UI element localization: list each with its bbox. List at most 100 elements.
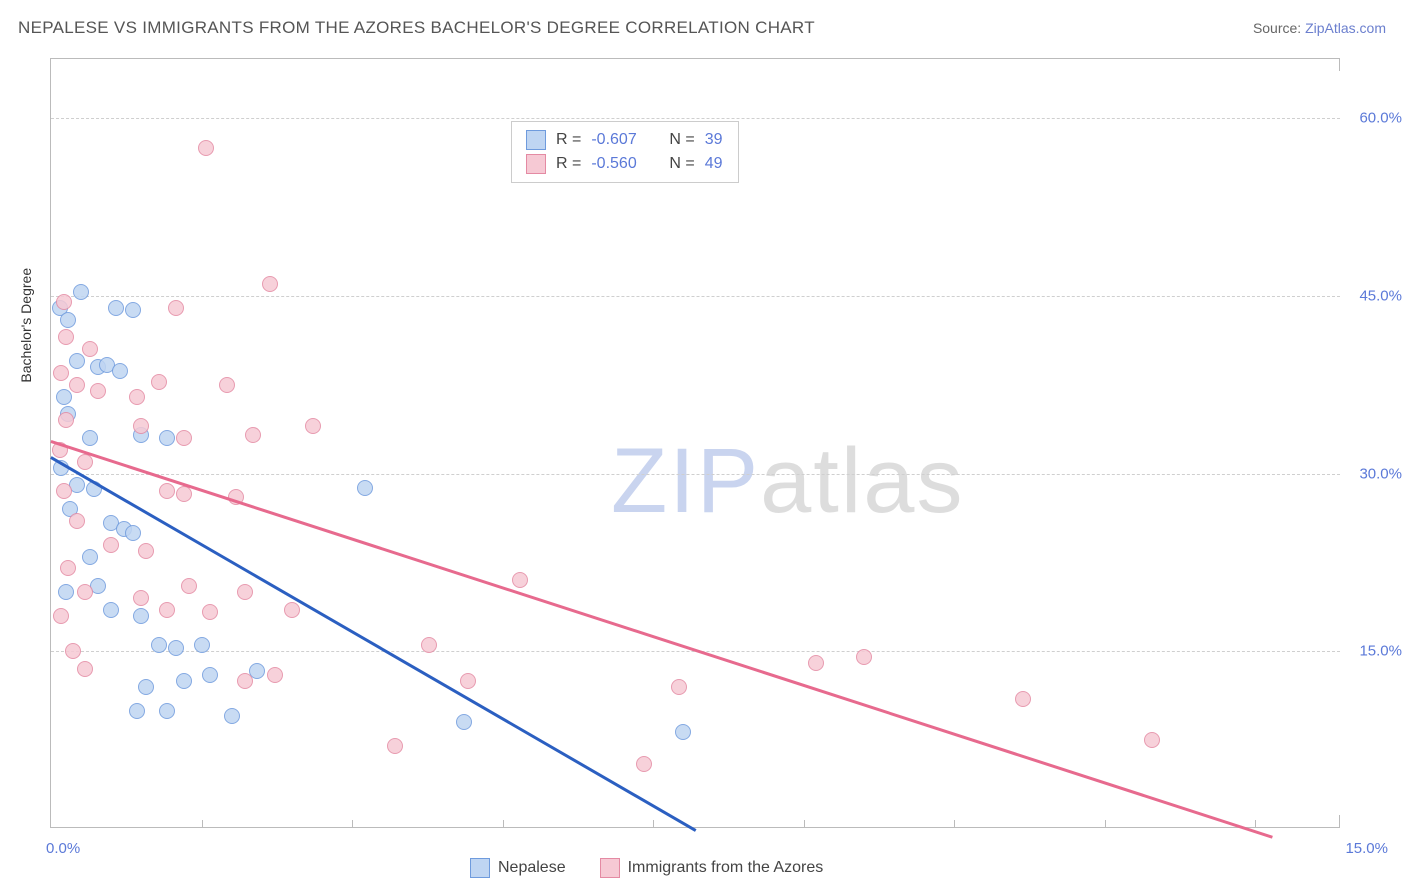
data-point [176, 673, 192, 689]
x-tick [1105, 820, 1106, 828]
x-tick [503, 820, 504, 828]
data-point [671, 679, 687, 695]
x-tick [352, 820, 353, 828]
data-point [181, 578, 197, 594]
data-point [305, 418, 321, 434]
legend-swatch [600, 858, 620, 878]
chart-title: NEPALESE VS IMMIGRANTS FROM THE AZORES B… [18, 18, 815, 38]
legend-row: R = -0.607 N = 39 [526, 128, 722, 152]
data-point [90, 383, 106, 399]
data-point [176, 430, 192, 446]
y-tick-label: 60.0% [1347, 110, 1402, 127]
data-point [1144, 732, 1160, 748]
axis-corner-tick [1339, 815, 1340, 827]
data-point [224, 708, 240, 724]
r-label: R = [556, 152, 581, 176]
legend-label: Immigrants from the Azores [628, 859, 824, 877]
gridline [51, 474, 1340, 475]
data-point [60, 560, 76, 576]
data-point [159, 703, 175, 719]
legend-swatch [526, 154, 546, 174]
n-label: N = [669, 152, 694, 176]
data-point [267, 667, 283, 683]
data-point [151, 637, 167, 653]
data-point [56, 389, 72, 405]
data-point [262, 276, 278, 292]
data-point [138, 679, 154, 695]
data-point [133, 590, 149, 606]
y-tick-label: 30.0% [1347, 465, 1402, 482]
n-value: 39 [705, 128, 723, 152]
data-point [168, 640, 184, 656]
x-tick [954, 820, 955, 828]
data-point [237, 584, 253, 600]
n-label: N = [669, 128, 694, 152]
x-tick [804, 820, 805, 828]
r-value: -0.560 [591, 152, 647, 176]
axis-corner-tick [1339, 59, 1340, 71]
data-point [151, 374, 167, 390]
data-point [77, 454, 93, 470]
data-point [159, 430, 175, 446]
data-point [82, 549, 98, 565]
data-point [53, 608, 69, 624]
data-point [456, 714, 472, 730]
data-point [202, 667, 218, 683]
data-point [82, 341, 98, 357]
data-point [125, 302, 141, 318]
data-point [202, 604, 218, 620]
data-point [1015, 691, 1031, 707]
trend-line [50, 456, 696, 831]
n-value: 49 [705, 152, 723, 176]
source-value: ZipAtlas.com [1305, 20, 1386, 36]
data-point [176, 486, 192, 502]
data-point [56, 294, 72, 310]
data-point [103, 537, 119, 553]
data-point [129, 703, 145, 719]
data-point [69, 353, 85, 369]
data-point [60, 312, 76, 328]
source-attribution: Source: ZipAtlas.com [1253, 20, 1386, 36]
data-point [69, 377, 85, 393]
x-origin-label: 0.0% [46, 840, 80, 857]
data-point [58, 412, 74, 428]
data-point [856, 649, 872, 665]
legend-item: Immigrants from the Azores [600, 858, 824, 878]
data-point [284, 602, 300, 618]
data-point [357, 480, 373, 496]
y-tick-label: 15.0% [1347, 643, 1402, 660]
data-point [387, 738, 403, 754]
data-point [675, 724, 691, 740]
legend-row: R = -0.560 N = 49 [526, 152, 722, 176]
data-point [138, 543, 154, 559]
trend-line [51, 440, 1273, 838]
legend-swatch [526, 130, 546, 150]
data-point [512, 572, 528, 588]
data-point [65, 643, 81, 659]
data-point [56, 483, 72, 499]
chart-plot-area: ZIPatlas R = -0.607 N = 39 R = -0.560 N … [50, 58, 1340, 828]
legend-label: Nepalese [498, 859, 566, 877]
data-point [73, 284, 89, 300]
data-point [103, 602, 119, 618]
data-point [53, 365, 69, 381]
source-label: Source: [1253, 20, 1301, 36]
data-point [219, 377, 235, 393]
data-point [112, 363, 128, 379]
x-tick [202, 820, 203, 828]
correlation-legend: R = -0.607 N = 39 R = -0.560 N = 49 [511, 121, 739, 183]
data-point [125, 525, 141, 541]
data-point [58, 584, 74, 600]
legend-item: Nepalese [470, 858, 566, 878]
data-point [237, 673, 253, 689]
data-point [69, 513, 85, 529]
data-point [168, 300, 184, 316]
watermark: ZIPatlas [611, 429, 964, 534]
data-point [460, 673, 476, 689]
data-point [58, 329, 74, 345]
data-point [245, 427, 261, 443]
legend-swatch [470, 858, 490, 878]
data-point [108, 300, 124, 316]
gridline [51, 118, 1340, 119]
data-point [82, 430, 98, 446]
